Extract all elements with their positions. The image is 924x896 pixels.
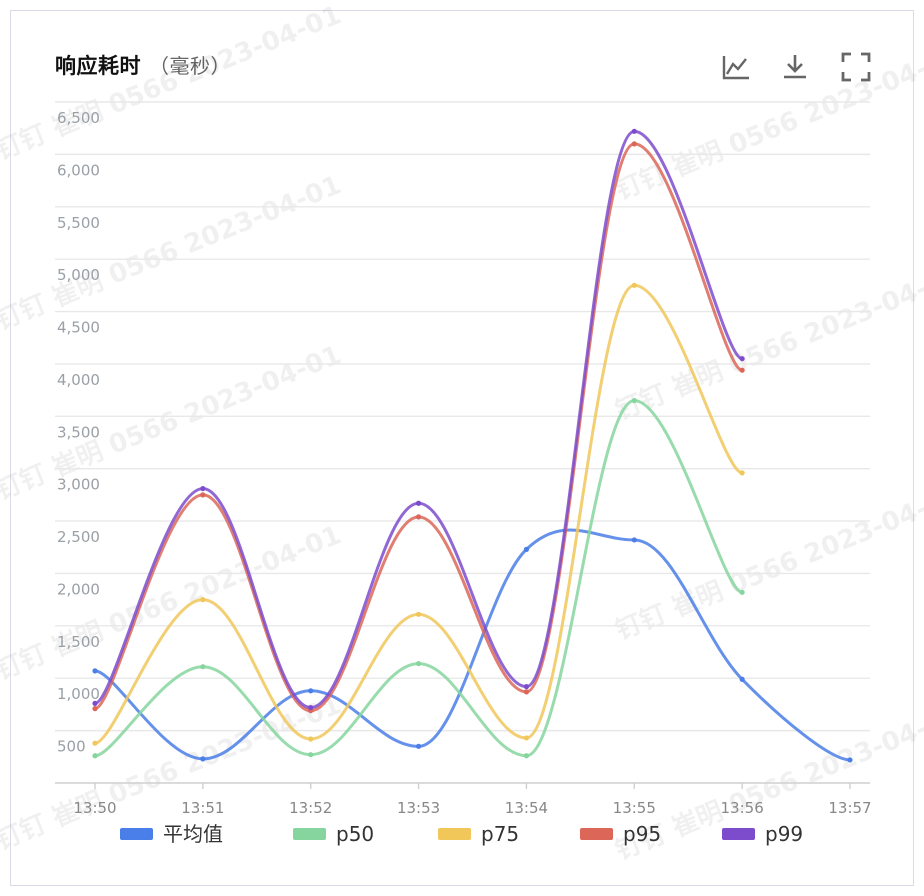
x-tick-label: 13:54	[505, 799, 548, 817]
x-tick-label: 13:52	[289, 799, 332, 817]
legend-label: p75	[481, 822, 519, 846]
series-line-avg	[94, 528, 851, 762]
x-tick-label: 13:50	[73, 799, 116, 817]
data-point-p75[interactable]	[739, 470, 745, 476]
series-p50	[92, 397, 745, 759]
watermark-text: 钉钉 崔明 0566 2023-04-01	[611, 40, 924, 206]
chart-card	[10, 10, 914, 886]
y-tick-label: 3,500	[57, 423, 100, 441]
watermark-text: 钉钉 崔明 0566 2023-04-01	[0, 340, 346, 506]
data-point-avg[interactable]	[523, 546, 530, 552]
data-point-p99[interactable]	[200, 485, 206, 492]
data-point-p75[interactable]	[92, 740, 98, 746]
data-point-p50[interactable]	[523, 753, 530, 759]
data-point-p75[interactable]	[415, 611, 422, 617]
data-point-avg[interactable]	[847, 757, 853, 763]
legend-item-p95[interactable]: p95	[580, 822, 661, 846]
data-point-p95[interactable]	[523, 689, 530, 695]
series-p99	[92, 128, 745, 711]
data-point-p95[interactable]	[200, 492, 206, 498]
data-point-p75[interactable]	[308, 736, 314, 742]
data-point-p75[interactable]	[523, 735, 530, 741]
x-tick-label: 13:53	[397, 799, 440, 817]
data-point-avg[interactable]	[415, 743, 422, 749]
data-point-avg[interactable]	[92, 668, 98, 674]
data-point-p50[interactable]	[200, 664, 206, 670]
data-point-p50[interactable]	[415, 660, 422, 667]
watermark-text: 钉钉 崔明 0566 2023-04-01	[611, 260, 924, 426]
watermark-text: 钉钉 崔明 0566 2023-04-01	[611, 480, 924, 646]
data-point-avg[interactable]	[308, 688, 314, 694]
data-point-avg[interactable]	[739, 676, 745, 682]
series-avg	[92, 528, 853, 763]
y-tick-label: 3,000	[57, 476, 100, 494]
data-point-avg[interactable]	[631, 537, 637, 543]
series-layer	[92, 128, 853, 763]
x-tick-label: 13:51	[181, 799, 224, 817]
legend-item-avg[interactable]: 平均值	[120, 822, 223, 846]
series-line-p75	[94, 283, 743, 745]
data-point-p99[interactable]	[523, 684, 530, 690]
y-tick-label: 4,500	[57, 319, 100, 337]
fullscreen-icon[interactable]	[841, 50, 871, 84]
chart-title-text: 响应耗时	[55, 54, 141, 78]
y-tick-label: 6,500	[57, 109, 100, 127]
chart-unit: （毫秒）	[149, 54, 231, 78]
x-tick-label: 13:55	[613, 799, 656, 817]
legend-swatch	[293, 828, 326, 840]
data-point-p50[interactable]	[739, 589, 745, 595]
watermark-text: 钉钉 崔明 0566 2023-04-01	[0, 0, 346, 166]
legend-item-p99[interactable]: p99	[722, 822, 803, 846]
data-point-p99[interactable]	[415, 500, 422, 506]
x-tick-label: 13:56	[721, 799, 764, 817]
y-tick-label: 2,500	[57, 528, 100, 546]
data-point-p50[interactable]	[631, 397, 637, 404]
data-point-p95[interactable]	[631, 141, 637, 147]
y-tick-label: 5,000	[57, 266, 100, 284]
y-tick-label: 1,500	[57, 633, 100, 651]
data-point-p95[interactable]	[415, 514, 422, 520]
data-point-p95[interactable]	[739, 367, 745, 373]
download-icon[interactable]	[780, 50, 810, 84]
legend-swatch	[120, 828, 153, 840]
x-axis: 13:50 13:51 13:52 13:53 13:54 13:55 13:56 13:57	[73, 783, 872, 817]
y-tick-label: 500	[57, 738, 86, 756]
data-point-avg[interactable]	[200, 756, 206, 762]
legend-label: p50	[336, 822, 374, 846]
chart-title: 响应耗时 （毫秒）	[55, 50, 231, 80]
series-p75	[92, 282, 745, 746]
data-point-p50[interactable]	[308, 752, 314, 758]
y-tick-label: 1,000	[57, 685, 100, 703]
watermark-text: 钉钉 崔明 0566 2023-04-01	[0, 520, 346, 686]
x-tick-label: 13:57	[828, 799, 871, 817]
data-point-p75[interactable]	[631, 282, 637, 288]
series-line-p50	[94, 399, 743, 758]
y-tick-label: 4,000	[57, 371, 100, 389]
grid-layer	[55, 101, 870, 784]
legend-item-p50[interactable]: p50	[293, 822, 374, 846]
series-p95	[92, 141, 745, 714]
y-tick-label: 2,000	[57, 580, 100, 598]
data-point-p75[interactable]	[200, 597, 206, 603]
data-point-p99[interactable]	[308, 704, 314, 711]
data-point-p99[interactable]	[631, 128, 637, 134]
data-point-p95[interactable]	[92, 706, 98, 712]
line-chart-icon[interactable]	[721, 50, 751, 84]
data-point-p50[interactable]	[92, 753, 98, 759]
legend-swatch	[580, 828, 613, 840]
data-point-p99[interactable]	[92, 700, 98, 706]
legend-label: p99	[765, 822, 803, 846]
data-point-p99[interactable]	[739, 356, 745, 362]
legend-swatch	[438, 828, 471, 840]
y-axis: 500 1,000 1,500 2,000 2,500 3,000 3,500 4,000 4,…	[57, 109, 100, 756]
y-tick-label: 5,500	[57, 214, 100, 232]
legend-label: p95	[623, 822, 661, 846]
legend-swatch	[722, 828, 755, 840]
legend-item-p75[interactable]: p75	[438, 822, 519, 846]
y-tick-label: 6,000	[57, 161, 100, 179]
legend: 平均值 p50 p75 p95 p99	[120, 822, 803, 846]
legend-label: 平均值	[163, 822, 223, 846]
